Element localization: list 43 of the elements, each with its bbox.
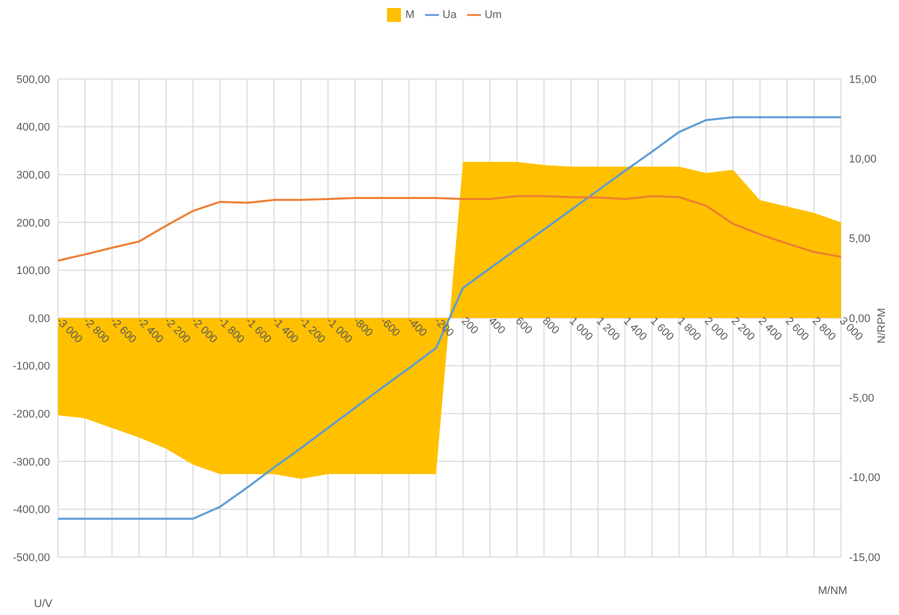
legend-label: Ua	[442, 8, 457, 21]
x-tick-label: 200	[458, 315, 480, 337]
x-axis-title: M/NM	[818, 585, 848, 597]
y-axis-title: U/V	[34, 598, 52, 610]
y2-tick-label: 10,00	[849, 154, 877, 166]
y-tick-label: -300,00	[12, 456, 50, 468]
x-tick-label: 2 800	[810, 315, 838, 344]
legend-label: M	[405, 8, 414, 21]
y-tick-label: -100,00	[12, 360, 50, 373]
y2-tick-label: -10,00	[849, 472, 880, 484]
y-tick-label: 500,00	[16, 74, 50, 86]
x-tick-label: 1 200	[594, 315, 622, 344]
x-tick-label: 2 000	[702, 315, 730, 344]
y2-tick-label: -5,00	[849, 392, 874, 405]
x-tick-label: -400	[404, 315, 429, 340]
x-tick-label: 2 200	[728, 315, 757, 344]
legend-label: Um	[484, 8, 502, 21]
x-tick-label: -600	[378, 315, 402, 340]
x-tick-label: 600	[512, 315, 534, 337]
y-tick-label: 400,00	[16, 122, 50, 134]
x-tick-label: 1 400	[620, 315, 649, 344]
y-tick-label: 200,00	[16, 217, 50, 230]
x-tick-label: 800	[540, 315, 562, 337]
line-series	[57, 195, 842, 262]
x-tick-label: 2 600	[782, 315, 811, 344]
y-tick-label: 0,00	[28, 312, 50, 325]
y-tick-label: -400,00	[12, 504, 50, 516]
x-tick-label: 1 800	[674, 315, 703, 344]
y-tick-label: -500,00	[12, 552, 50, 564]
y2-tick-label: 5,00	[849, 233, 870, 246]
y2-axis-title: N/RPM	[876, 308, 888, 344]
x-tick-label: 1 600	[648, 315, 676, 344]
x-tick-label: -200	[432, 315, 456, 340]
y2-tick-label: -15,00	[849, 552, 880, 564]
line-series	[57, 116, 842, 520]
y-tick-label: 300,00	[16, 170, 50, 182]
y-tick-label: -200,00	[12, 408, 50, 421]
y2-tick-label: 15,00	[849, 74, 877, 86]
x-tick-label: 400	[486, 315, 508, 337]
y2-tick-label: 0,00	[849, 312, 870, 325]
x-tick-label: 2 400	[756, 315, 784, 344]
x-tick-label: 1 000	[566, 315, 595, 344]
y-tick-label: 100,00	[16, 265, 50, 278]
